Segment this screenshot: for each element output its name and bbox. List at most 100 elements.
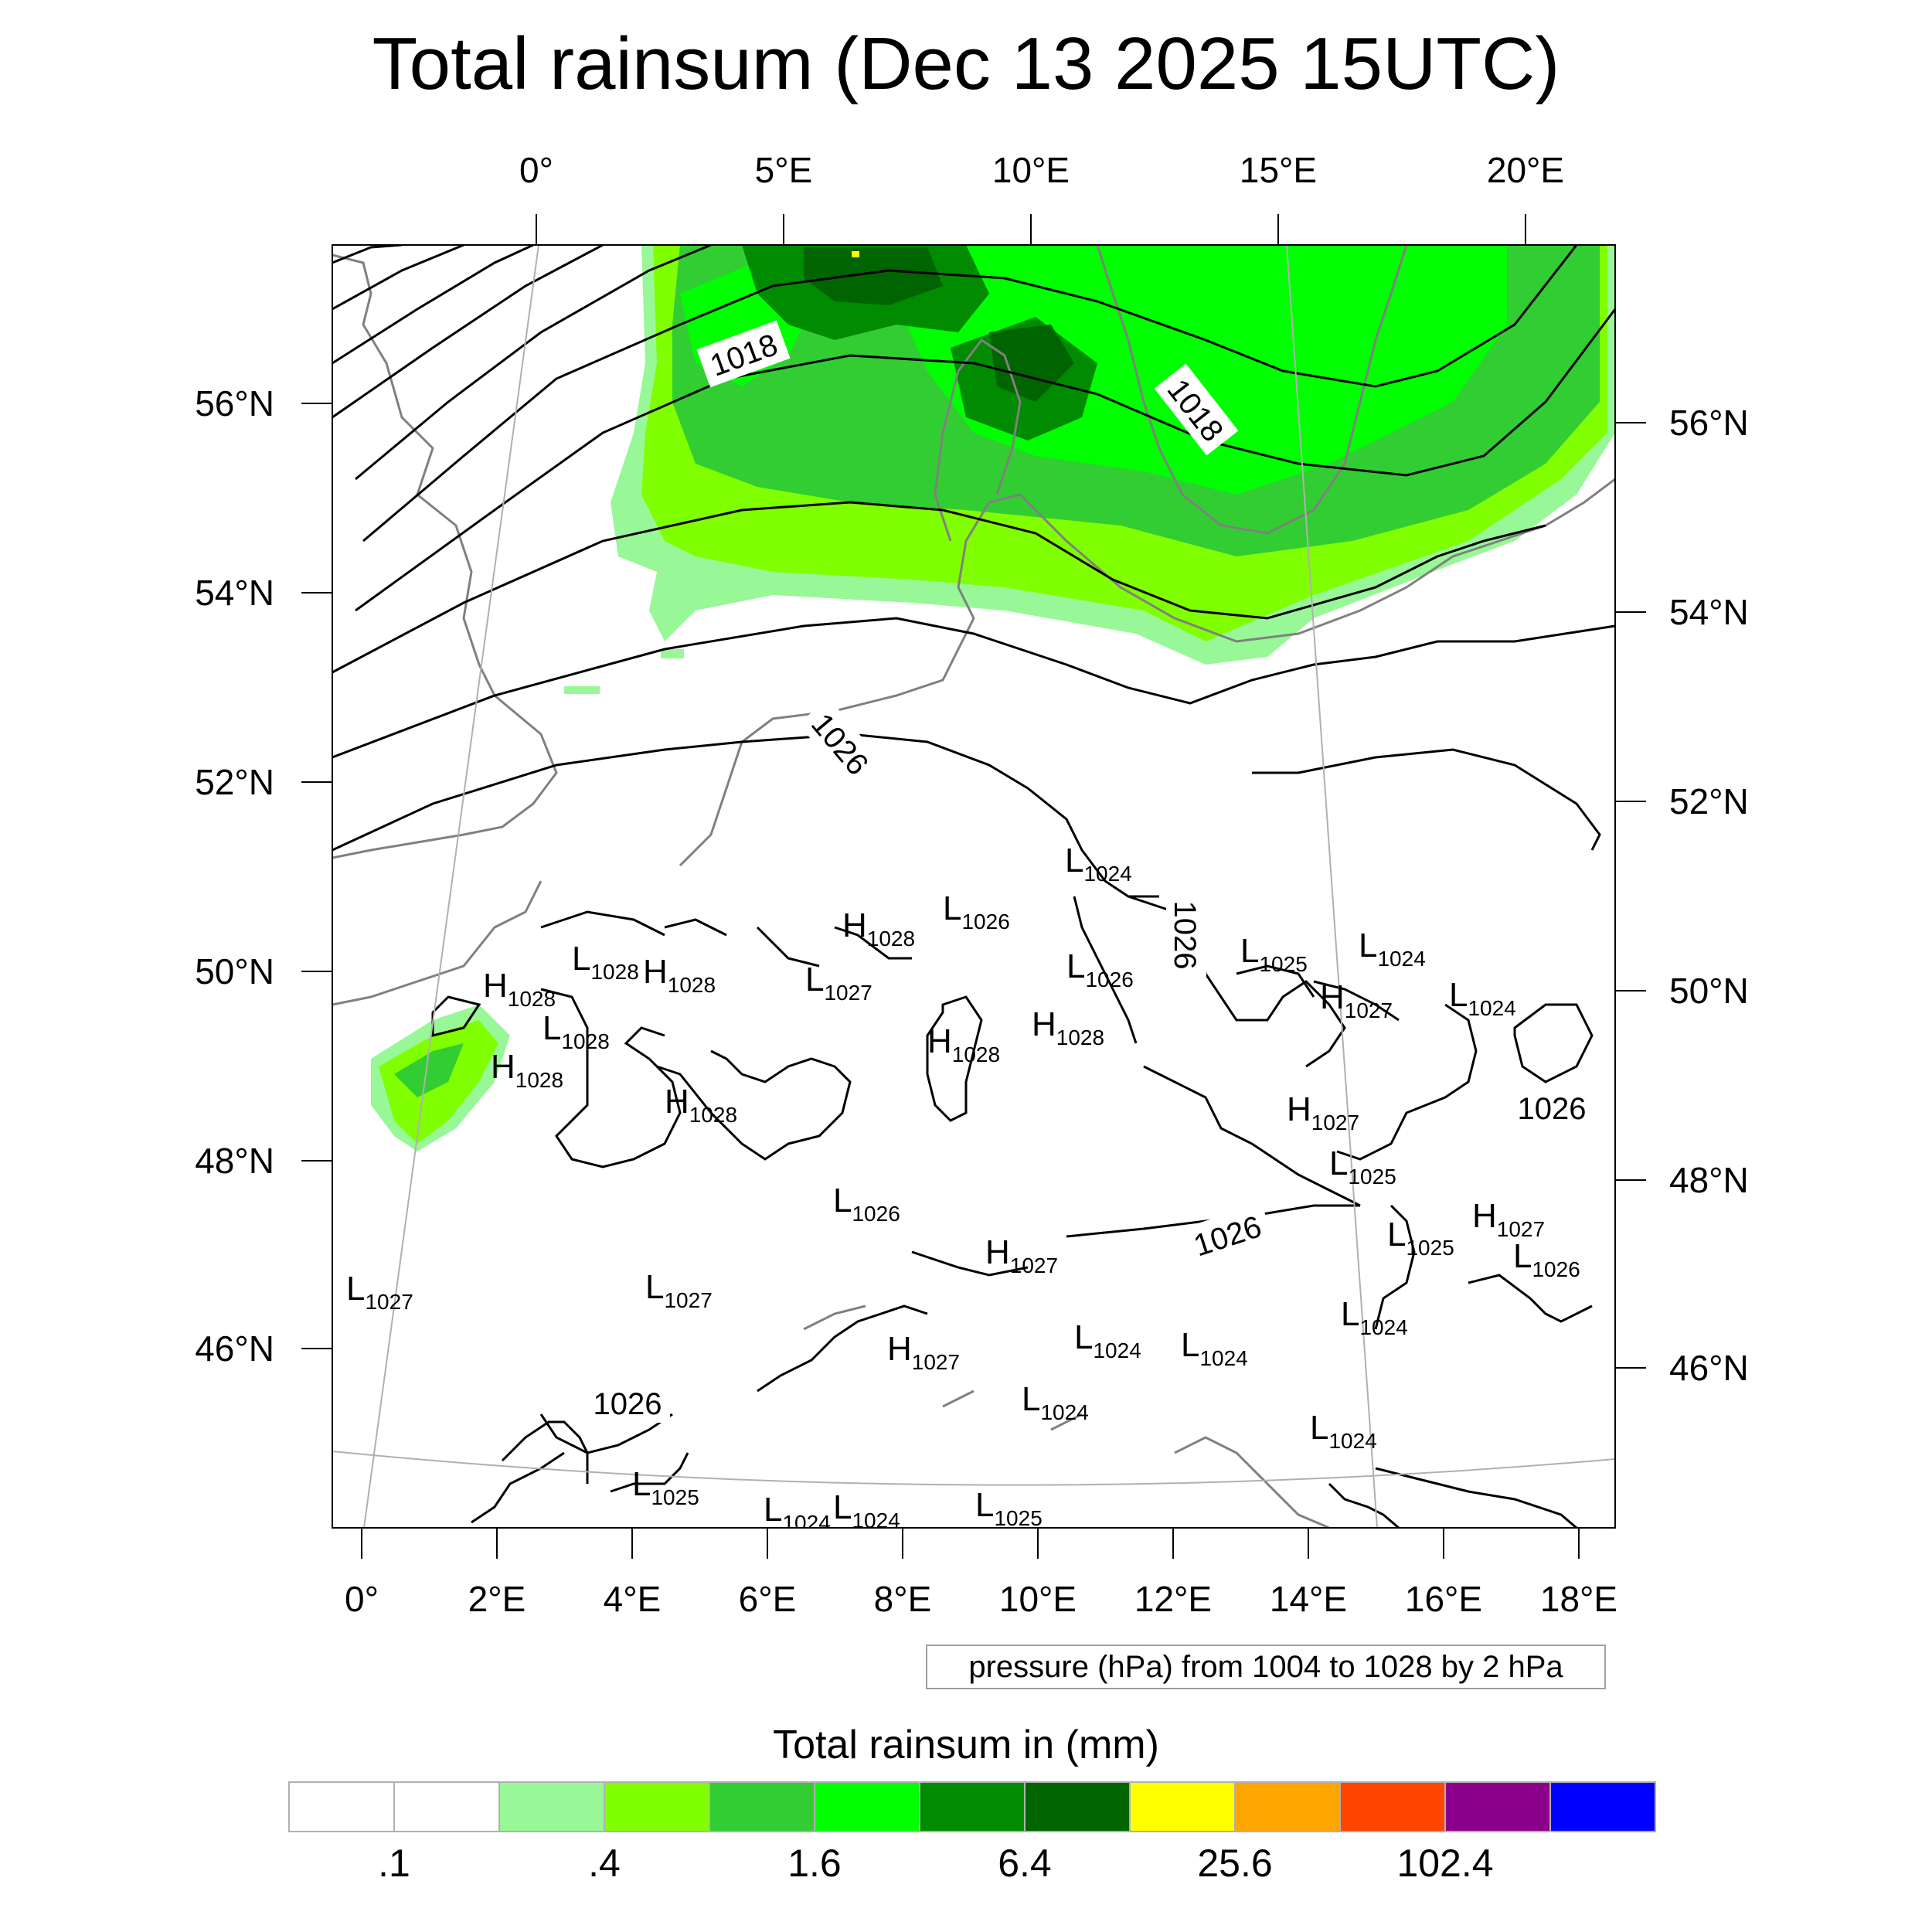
pressure-center-marker: L1024 — [1449, 976, 1516, 1020]
pressure-center-marker: L1025 — [1387, 1216, 1454, 1260]
pressure-center-marker: L1024 — [1022, 1380, 1089, 1424]
pressure-center-marker: H1027 — [887, 1330, 960, 1374]
isobar-line — [332, 245, 534, 365]
pressure-center-marker: L1027 — [645, 1268, 713, 1312]
pressure-center-marker: L1027 — [805, 961, 872, 1005]
pressure-center-marker: H1028 — [665, 1083, 737, 1127]
isobar-line — [1374, 1204, 1416, 1330]
pressure-centers: L1024 L1026 H1028 L1028 H1028 L1027 L102… — [346, 842, 1580, 1532]
pressure-center-marker: L1025 — [975, 1486, 1043, 1530]
isobar-line — [656, 1049, 852, 1161]
parallel-45N — [332, 1451, 1615, 1486]
pressure-center-marker: L1026 — [1066, 947, 1134, 992]
axis-ticks — [301, 214, 1646, 1559]
colorbar-swatch — [1024, 1781, 1131, 1832]
colorbar-swatch — [709, 1781, 815, 1832]
coast-france-north — [332, 880, 543, 1006]
isobar-label: 1018 — [696, 320, 791, 388]
left-lat-labels: 56°N 54°N 52°N 50°N 48°N 46°N — [195, 383, 274, 1369]
right-lat-label: 46°N — [1669, 1348, 1749, 1388]
left-lat-label: 52°N — [195, 762, 274, 802]
pressure-center-marker: L1025 — [1240, 932, 1308, 976]
isobar-line — [1375, 1467, 1577, 1528]
bottom-lon-label: 4°E — [604, 1579, 662, 1619]
coast-denmark — [934, 338, 1022, 542]
isobar-line — [332, 617, 1615, 759]
pressure-center-marker: H1028 — [483, 967, 556, 1011]
isobar-line — [926, 995, 983, 1122]
isobar-line — [332, 245, 464, 311]
colorbar-tick-label: 25.6 — [1197, 1842, 1272, 1885]
pressure-center-marker: H1027 — [1472, 1197, 1545, 1241]
bottom-lon-labels: 0° 2°E 4°E 6°E 8°E 10°E 12°E 14°E 16°E 1… — [345, 1579, 1617, 1619]
left-ticks — [301, 403, 332, 1349]
pressure-center-marker: L1026 — [943, 889, 1010, 934]
isobar-label-text: 1026 — [594, 1387, 662, 1421]
pressure-center-marker: H1027 — [985, 1233, 1058, 1277]
bottom-lon-label: 10°E — [999, 1579, 1077, 1619]
coast-sweden — [1096, 245, 1408, 535]
pressure-center-marker: L1024 — [833, 1488, 900, 1532]
pressure-center-marker: H1028 — [643, 953, 716, 997]
isobar-line — [540, 988, 682, 1168]
right-lat-label: 48°N — [1669, 1160, 1749, 1200]
colorbar-swatch — [1549, 1781, 1656, 1832]
pressure-center-marker: L1024 — [1359, 927, 1426, 971]
bottom-lon-label: 16°E — [1405, 1579, 1482, 1619]
left-lat-label: 56°N — [195, 383, 274, 423]
isobar-line — [332, 245, 403, 264]
map-title: Total rainsum (Dec 13 2025 15UTC) — [372, 22, 1560, 105]
colorbar-swatch — [1444, 1781, 1551, 1832]
top-lon-label: 5°E — [755, 150, 813, 190]
top-lon-label: 0° — [519, 150, 553, 190]
top-lon-label: 15°E — [1240, 150, 1317, 190]
colorbar — [288, 1781, 1656, 1832]
meridian-0 — [363, 245, 539, 1528]
colorbar-swatch — [1234, 1781, 1341, 1832]
bottom-lon-label: 14°E — [1270, 1579, 1347, 1619]
rain-area-darkest — [804, 247, 943, 305]
pressure-center-marker: L1024 — [1074, 1318, 1141, 1362]
graticule — [332, 245, 1615, 1528]
isobar-line — [355, 245, 712, 481]
isobar-line — [757, 1304, 928, 1393]
isobar-line — [332, 733, 1159, 898]
colorbar-swatch — [498, 1781, 605, 1832]
pressure-center-marker: L1027 — [346, 1270, 413, 1314]
left-lat-label: 46°N — [195, 1328, 274, 1369]
colorbar-swatch — [1129, 1781, 1236, 1832]
colorbar-tick-label: .1 — [378, 1842, 410, 1885]
bottom-ticks — [361, 1528, 1580, 1559]
pressure-center-marker: H1028 — [1032, 1005, 1104, 1049]
isobar-line — [1336, 1003, 1478, 1161]
top-lon-label: 10°E — [992, 150, 1070, 190]
isobar-line — [431, 995, 481, 1037]
pressure-center-marker: L1026 — [833, 1182, 900, 1226]
right-lat-labels: 56°N 54°N 52°N 50°N 48°N 46°N — [1669, 403, 1749, 1388]
bottom-lon-label: 0° — [345, 1579, 379, 1619]
isobar-line — [1143, 1065, 1361, 1207]
pressure-center-marker: L1024 — [1065, 842, 1132, 886]
rain-speck — [661, 649, 684, 658]
isobar-line — [1236, 964, 1400, 1022]
top-lon-labels: 0° 5°E 10°E 15°E 20°E — [519, 150, 1564, 190]
pressure-center-marker: L1025 — [1329, 1145, 1396, 1189]
pressure-center-marker: H1027 — [1287, 1090, 1359, 1134]
right-lat-label: 56°N — [1669, 403, 1749, 443]
colorbar-tick-label: .4 — [588, 1842, 621, 1885]
pressure-center-marker: L1026 — [1513, 1237, 1580, 1281]
isobar-line — [1328, 1482, 1400, 1528]
pressure-center-marker: H1028 — [842, 906, 915, 951]
colorbar-swatch — [393, 1781, 500, 1832]
pressure-center-marker: H1028 — [491, 1048, 563, 1092]
rain-area-bright — [896, 245, 1507, 495]
isobar-line — [332, 245, 604, 419]
left-lat-label: 48°N — [195, 1141, 274, 1181]
isobar-line — [540, 910, 665, 937]
isobar-label: 1026 — [798, 698, 884, 789]
isobar-line — [539, 1413, 673, 1454]
colorbar-tick-label: 102.4 — [1396, 1842, 1493, 1885]
isobar-line — [1073, 896, 1138, 1044]
colorbar-swatch — [1339, 1781, 1446, 1832]
isobar-line — [355, 308, 1615, 612]
